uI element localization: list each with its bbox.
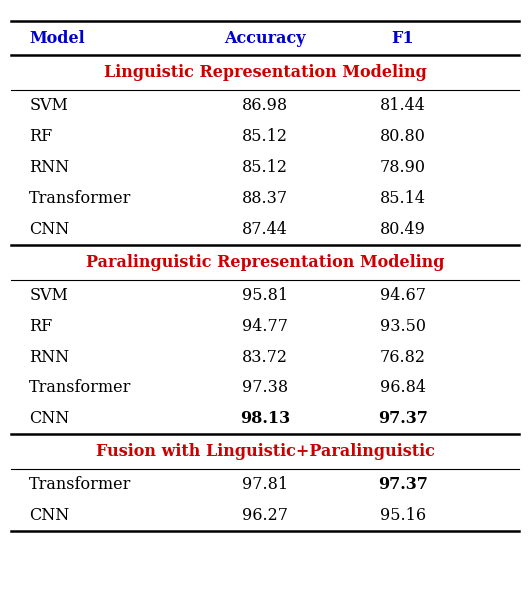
Text: Fusion with Linguistic+Paralinguistic: Fusion with Linguistic+Paralinguistic — [95, 443, 435, 460]
Text: 85.12: 85.12 — [242, 159, 288, 176]
Text: 88.37: 88.37 — [242, 190, 288, 207]
Text: 94.77: 94.77 — [242, 318, 288, 334]
Text: SVM: SVM — [29, 97, 68, 114]
Text: 95.16: 95.16 — [379, 507, 426, 524]
Text: 97.38: 97.38 — [242, 380, 288, 396]
Text: 80.49: 80.49 — [380, 221, 426, 238]
Text: Model: Model — [29, 30, 85, 46]
Text: RNN: RNN — [29, 349, 69, 365]
Text: 93.50: 93.50 — [380, 318, 426, 334]
Text: Paralinguistic Representation Modeling: Paralinguistic Representation Modeling — [86, 254, 444, 271]
Text: 87.44: 87.44 — [242, 221, 288, 238]
Text: 95.81: 95.81 — [242, 287, 288, 303]
Text: F1: F1 — [392, 30, 414, 46]
Text: 76.82: 76.82 — [380, 349, 426, 365]
Text: RNN: RNN — [29, 159, 69, 176]
Text: CNN: CNN — [29, 507, 69, 524]
Text: 97.81: 97.81 — [242, 476, 288, 493]
Text: 80.80: 80.80 — [380, 128, 426, 145]
Text: 86.98: 86.98 — [242, 97, 288, 114]
Text: 85.12: 85.12 — [242, 128, 288, 145]
Text: 98.13: 98.13 — [240, 411, 290, 427]
Text: 97.37: 97.37 — [378, 476, 428, 493]
Text: 97.37: 97.37 — [378, 411, 428, 427]
Text: RF: RF — [29, 318, 52, 334]
Text: 81.44: 81.44 — [380, 97, 426, 114]
Text: CNN: CNN — [29, 411, 69, 427]
Text: CNN: CNN — [29, 221, 69, 238]
Text: Transformer: Transformer — [29, 190, 131, 207]
Text: 96.27: 96.27 — [242, 507, 288, 524]
Text: Transformer: Transformer — [29, 380, 131, 396]
Text: Linguistic Representation Modeling: Linguistic Representation Modeling — [103, 64, 427, 81]
Text: Transformer: Transformer — [29, 476, 131, 493]
Text: Accuracy: Accuracy — [224, 30, 306, 46]
Text: SVM: SVM — [29, 287, 68, 303]
Text: 96.84: 96.84 — [380, 380, 426, 396]
Text: 78.90: 78.90 — [380, 159, 426, 176]
Text: 85.14: 85.14 — [380, 190, 426, 207]
Text: 94.67: 94.67 — [380, 287, 426, 303]
Text: RF: RF — [29, 128, 52, 145]
Text: 83.72: 83.72 — [242, 349, 288, 365]
